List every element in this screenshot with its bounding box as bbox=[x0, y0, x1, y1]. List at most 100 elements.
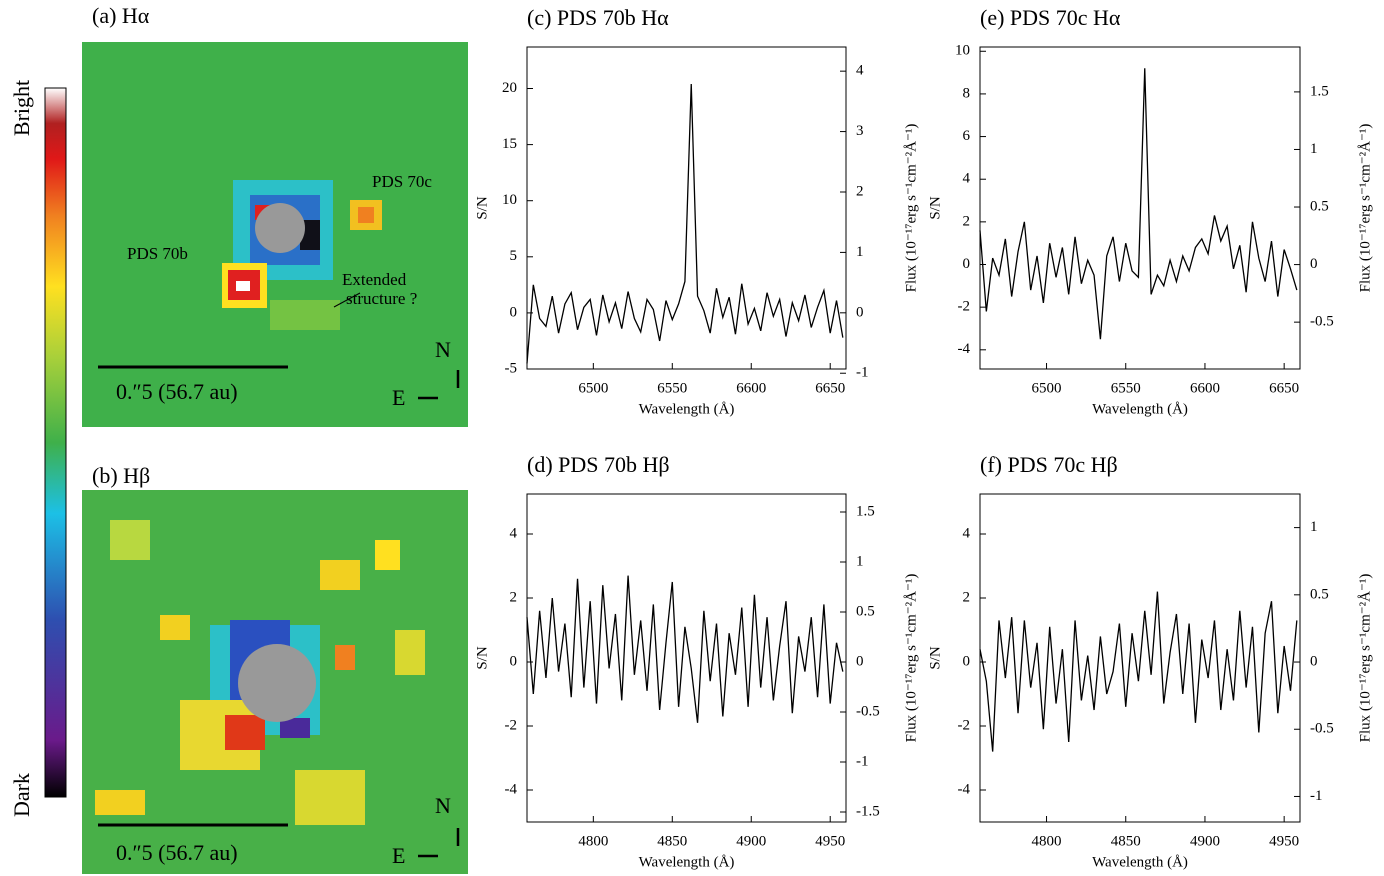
y-tick-label: 0 bbox=[963, 653, 971, 669]
y-tick-label: 20 bbox=[502, 80, 517, 96]
plot-frame bbox=[979, 46, 1301, 370]
image-label: Extended bbox=[342, 270, 407, 289]
image-title: (a) Hα bbox=[92, 3, 150, 28]
spectrum-line bbox=[526, 575, 844, 723]
x-tick-label: 4850 bbox=[657, 833, 687, 849]
x-tick-label: 6650 bbox=[1269, 380, 1299, 396]
y2-tick-label: -1 bbox=[856, 365, 869, 381]
y-axis-label: S/N bbox=[474, 196, 490, 220]
x-axis-label: Wavelength (Å) bbox=[1092, 854, 1188, 870]
y-tick-label: 2 bbox=[963, 589, 971, 605]
scale-label: 0.″5 (56.7 au) bbox=[116, 840, 238, 865]
y2-tick-label: 1.5 bbox=[856, 503, 875, 519]
y2-tick-label: 0.5 bbox=[1310, 586, 1329, 602]
y-tick-label: 15 bbox=[502, 136, 517, 152]
plot-frame bbox=[979, 493, 1301, 823]
y2-tick-label: 1.5 bbox=[1310, 83, 1329, 99]
east-label: E bbox=[392, 843, 405, 868]
colorbar bbox=[44, 87, 67, 798]
y-tick-label: -2 bbox=[958, 299, 971, 315]
y2-tick-label: -1.5 bbox=[856, 803, 880, 819]
y-tick-label: 4 bbox=[963, 525, 971, 541]
x-tick-label: 4800 bbox=[578, 833, 608, 849]
y-tick-label: 0 bbox=[510, 653, 518, 669]
y2-tick-label: 0 bbox=[856, 304, 864, 320]
x-axis-label: Wavelength (Å) bbox=[639, 854, 735, 870]
chart-title: (d) PDS 70b Hβ bbox=[527, 452, 670, 477]
scale-label: 0.″5 (56.7 au) bbox=[116, 379, 238, 404]
y-tick-label: 4 bbox=[510, 525, 518, 541]
y-axis-label: S/N bbox=[474, 646, 490, 670]
y2-tick-label: -0.5 bbox=[1310, 314, 1334, 330]
x-tick-label: 6550 bbox=[1111, 380, 1141, 396]
y-tick-label: 4 bbox=[963, 171, 971, 187]
colorbar-top: Bright bbox=[9, 80, 34, 136]
y2-axis-label: Flux (10⁻¹⁷erg s⁻¹cm⁻²Å⁻¹) bbox=[1357, 124, 1373, 293]
y2-tick-label: -1 bbox=[1310, 788, 1323, 804]
image-title: (b) Hβ bbox=[92, 463, 150, 488]
x-tick-label: 4900 bbox=[736, 833, 766, 849]
image-a bbox=[82, 42, 468, 427]
image-label: structure ? bbox=[346, 289, 417, 308]
y2-tick-label: 1 bbox=[856, 553, 864, 569]
y2-tick-label: 0 bbox=[856, 653, 864, 669]
y2-tick-label: 0.5 bbox=[856, 603, 875, 619]
y-tick-label: 5 bbox=[510, 248, 518, 264]
y2-tick-label: -0.5 bbox=[1310, 721, 1334, 737]
x-axis-label: Wavelength (Å) bbox=[1092, 401, 1188, 417]
y-tick-label: -4 bbox=[958, 781, 971, 797]
y2-tick-label: 0.5 bbox=[1310, 198, 1329, 214]
y2-tick-label: 1 bbox=[856, 244, 864, 260]
y2-tick-label: 2 bbox=[856, 183, 864, 199]
y-tick-label: 6 bbox=[963, 128, 971, 144]
y2-tick-label: 1 bbox=[1310, 519, 1318, 535]
north-label: N bbox=[435, 793, 451, 818]
y-tick-label: 0 bbox=[963, 256, 971, 272]
y-tick-label: -2 bbox=[505, 717, 518, 733]
y-tick-label: 2 bbox=[510, 589, 518, 605]
y-tick-label: 2 bbox=[963, 213, 971, 229]
x-tick-label: 6550 bbox=[657, 380, 687, 396]
plot-frame bbox=[526, 493, 847, 823]
y-tick-label: -4 bbox=[958, 341, 971, 357]
x-tick-label: 4950 bbox=[815, 833, 845, 849]
y-tick-label: 10 bbox=[955, 43, 970, 59]
y2-tick-label: -1 bbox=[856, 753, 869, 769]
x-tick-label: 4900 bbox=[1190, 833, 1220, 849]
y2-axis-label: Flux (10⁻¹⁷erg s⁻¹cm⁻²Å⁻¹) bbox=[1357, 574, 1373, 743]
x-axis-label: Wavelength (Å) bbox=[639, 401, 735, 417]
x-tick-label: 6500 bbox=[1032, 380, 1062, 396]
y2-tick-label: 1 bbox=[1310, 141, 1318, 157]
y2-tick-label: -0.5 bbox=[856, 703, 880, 719]
y-axis-label: S/N bbox=[927, 196, 943, 220]
y-tick-label: -4 bbox=[505, 781, 518, 797]
y2-tick-label: 0 bbox=[1310, 256, 1318, 272]
image-b bbox=[82, 490, 468, 874]
y-axis-label: S/N bbox=[927, 646, 943, 670]
north-label: N bbox=[435, 337, 451, 362]
y2-tick-label: 0 bbox=[1310, 653, 1318, 669]
spectrum-line bbox=[979, 68, 1298, 340]
y-tick-label: 0 bbox=[510, 304, 518, 320]
y2-axis-label: Flux (10⁻¹⁷erg s⁻¹cm⁻²Å⁻¹) bbox=[903, 124, 919, 293]
image-label: PDS 70b bbox=[127, 244, 188, 263]
plot-frame bbox=[526, 46, 847, 370]
x-tick-label: 6500 bbox=[578, 380, 608, 396]
y-tick-label: -2 bbox=[958, 717, 971, 733]
chart-title: (f) PDS 70c Hβ bbox=[980, 452, 1118, 477]
x-tick-label: 6600 bbox=[1190, 380, 1220, 396]
east-label: E bbox=[392, 385, 405, 410]
chart-title: (c) PDS 70b Hα bbox=[527, 5, 669, 30]
x-tick-label: 6650 bbox=[815, 380, 845, 396]
spectrum-line bbox=[979, 591, 1298, 752]
y2-tick-label: 3 bbox=[856, 123, 864, 139]
y2-tick-label: 4 bbox=[856, 63, 864, 79]
chart-title: (e) PDS 70c Hα bbox=[980, 5, 1121, 30]
colorbar-bottom: Dark bbox=[9, 773, 34, 817]
image-label: PDS 70c bbox=[372, 172, 432, 191]
y-tick-label: 10 bbox=[502, 192, 517, 208]
y-tick-label: 8 bbox=[963, 85, 971, 101]
x-tick-label: 4950 bbox=[1269, 833, 1299, 849]
x-tick-label: 4850 bbox=[1111, 833, 1141, 849]
